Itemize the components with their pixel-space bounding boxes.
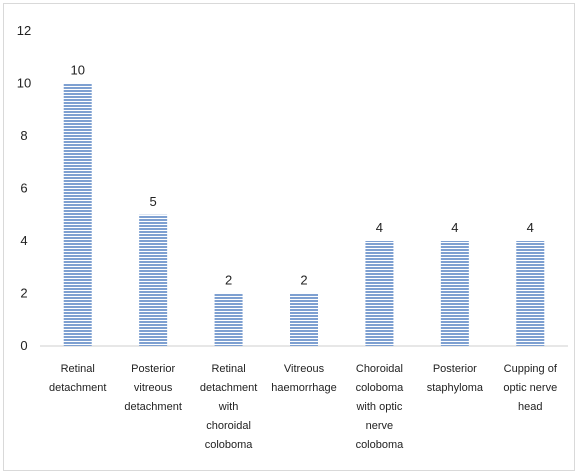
category-label-line: coloboma (356, 439, 405, 451)
bar (64, 84, 92, 347)
bars (64, 84, 545, 347)
category-label-line: detachment (124, 401, 181, 413)
category-label-line: coloboma (356, 382, 405, 394)
category-label: Posterior staphyloma (427, 363, 484, 394)
bar-data-label: 4 (451, 220, 458, 235)
y-tick-label: 10 (17, 76, 31, 91)
bar-data-label: 2 (225, 273, 232, 288)
category-label-line: detachment (200, 382, 257, 394)
y-tick-label: 12 (17, 23, 31, 38)
category-label-line: optic nerve (503, 382, 557, 394)
y-tick-label: 2 (20, 286, 27, 301)
category-label-line: Choroidal (356, 363, 403, 375)
bar-data-label: 2 (300, 273, 307, 288)
category-label-line: Cupping of (504, 363, 558, 375)
category-label: Cupping of optic nerve head (503, 363, 557, 413)
category-label-line: haemorrhage (271, 382, 336, 394)
bar-data-label: 5 (150, 194, 157, 209)
y-tick-label: 0 (20, 338, 27, 353)
category-label-line: staphyloma (427, 382, 484, 394)
category-label-line: with optic (355, 401, 402, 413)
bar (516, 241, 544, 346)
category-label-line: coloboma (205, 439, 254, 451)
x-axis-categories: Retinal detachment Posterior vitreous detach… (49, 363, 558, 451)
bar-data-label: 4 (376, 220, 383, 235)
category-label-line: Vitreous (284, 363, 325, 375)
category-label-line: detachment (49, 382, 106, 394)
category-label: Posterior vitreous detachment (124, 363, 181, 413)
y-axis: 0 2 4 6 8 10 12 (17, 23, 31, 353)
y-tick-label: 4 (20, 233, 27, 248)
bar (139, 215, 167, 346)
category-label-line: nerve (366, 420, 394, 432)
y-tick-label: 6 (20, 181, 27, 196)
category-label: Choroidal coloboma with optic nerve coloboma (355, 363, 404, 451)
category-label-line: Posterior (131, 363, 175, 375)
category-label-line: head (518, 401, 542, 413)
bar (441, 241, 469, 346)
category-label: Retinal detachment with choroidal coloboma (200, 363, 257, 451)
bar (215, 294, 243, 347)
category-label-line: Retinal (61, 363, 95, 375)
y-tick-label: 8 (20, 128, 27, 143)
category-label-line: with (218, 401, 239, 413)
bar-data-label: 4 (527, 220, 534, 235)
bar (290, 294, 318, 347)
category-label-line: choroidal (206, 420, 251, 432)
category-label-line: Posterior (433, 363, 477, 375)
category-label: Vitreous haemorrhage (271, 363, 336, 394)
bar (365, 241, 393, 346)
category-label: Retinal detachment (49, 363, 106, 394)
category-label-line: Retinal (211, 363, 245, 375)
bar-data-label: 10 (70, 63, 84, 78)
category-label-line: vitreous (134, 382, 173, 394)
